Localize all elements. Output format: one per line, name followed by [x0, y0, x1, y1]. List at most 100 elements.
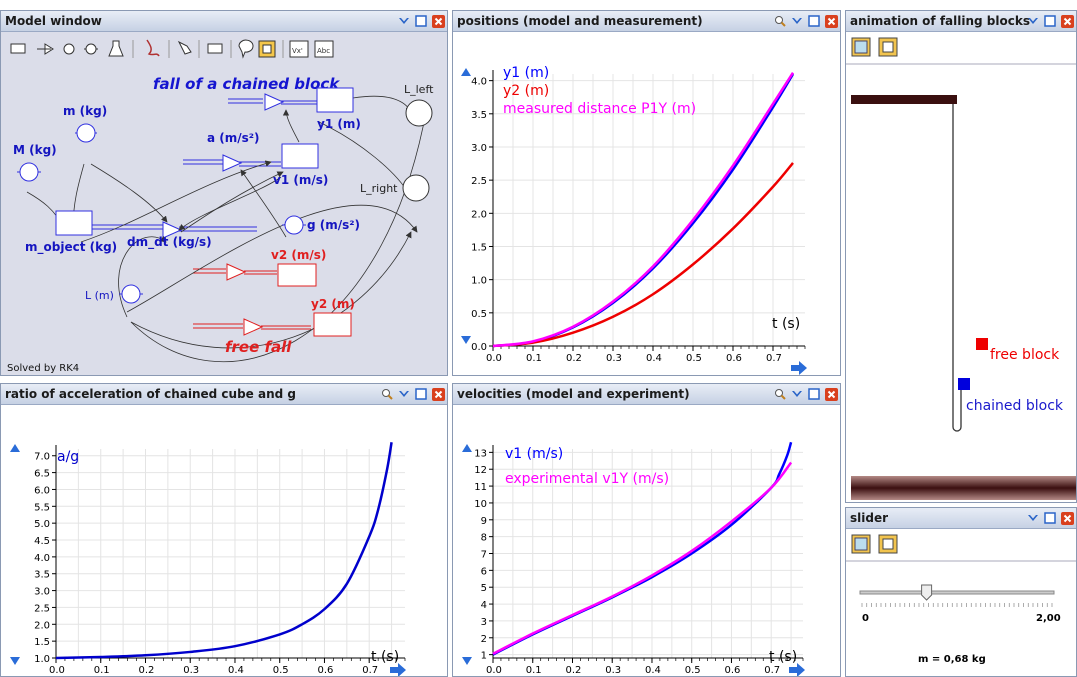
- pointer-tool-icon[interactable]: [177, 40, 192, 55]
- close-icon[interactable]: [824, 387, 838, 401]
- slider-thumb[interactable]: [921, 584, 933, 601]
- y1-stock[interactable]: [316, 87, 354, 113]
- ratio-chart[interactable]: 0.0 0.1 0.2 0.3 0.4 0.5 0.6 0.7 1.0 1.5 2.0 2.5 3.0 3…: [1, 405, 447, 677]
- scroll-right-icon[interactable]: [791, 361, 807, 375]
- y-tick-label: 2: [481, 634, 487, 645]
- textbox-tool-icon[interactable]: [207, 43, 223, 54]
- y2-valve[interactable]: [243, 318, 264, 336]
- y-tick-label: 6: [481, 566, 487, 577]
- y-tick-label: 9: [481, 516, 487, 527]
- slider-window: slider 0 2,00 m = 0,68 kg: [845, 507, 1077, 677]
- y-tick-label: 7: [481, 550, 487, 561]
- x-tick-label: 0.3: [606, 353, 622, 364]
- y-tick-label: 11: [474, 482, 487, 493]
- flask-tool-icon[interactable]: [108, 40, 124, 57]
- collapse-icon[interactable]: [397, 14, 411, 28]
- l-left-label: L_left: [404, 83, 434, 96]
- dm-dt-valve[interactable]: [162, 221, 183, 239]
- L-parameter[interactable]: [121, 284, 141, 304]
- scroll-up-icon[interactable]: [462, 444, 472, 452]
- x-tick-label: 0.5: [273, 665, 289, 676]
- scroll-down-icon[interactable]: [10, 657, 20, 665]
- close-icon[interactable]: [431, 387, 445, 401]
- g-parameter[interactable]: [284, 215, 304, 235]
- scroll-up-icon[interactable]: [10, 444, 20, 452]
- m-parameter[interactable]: [76, 123, 96, 143]
- x-tick-label: 0.7: [766, 353, 782, 364]
- connector-tool-icon[interactable]: [146, 39, 160, 57]
- M-parameter[interactable]: [19, 162, 39, 182]
- y-tick-label: 3.0: [471, 143, 487, 154]
- maximize-icon[interactable]: [807, 387, 821, 401]
- scroll-up-icon[interactable]: [461, 68, 471, 76]
- y-tick-label: 7.0: [34, 452, 50, 463]
- collapse-icon[interactable]: [397, 387, 411, 401]
- maximize-icon[interactable]: [414, 14, 428, 28]
- flow-tool-icon[interactable]: [37, 43, 54, 55]
- y1-valve[interactable]: [264, 93, 285, 111]
- x-tick-label: 0.6: [317, 665, 333, 676]
- maximize-icon[interactable]: [807, 14, 821, 28]
- velocities-window-titlebar[interactable]: velocities (model and experiment): [453, 384, 840, 405]
- collapse-icon[interactable]: [1026, 511, 1040, 525]
- l-left-node[interactable]: [405, 99, 433, 127]
- close-icon[interactable]: [824, 14, 838, 28]
- zoom-icon[interactable]: [380, 387, 394, 401]
- y-tick-label: 5: [481, 583, 487, 594]
- y2-stock[interactable]: [313, 312, 352, 337]
- text-tool-icon[interactable]: [314, 40, 334, 58]
- legend-v1: v1 (m/s): [505, 446, 563, 462]
- a-valve[interactable]: [222, 154, 243, 172]
- ratio-window-titlebar[interactable]: ratio of acceleration of chained cube an…: [1, 384, 447, 405]
- animation-window: animation of falling blocks free block c…: [845, 10, 1077, 503]
- close-icon[interactable]: [1060, 511, 1074, 525]
- zoom-icon[interactable]: [773, 14, 787, 28]
- scroll-down-icon[interactable]: [461, 336, 471, 344]
- collapse-icon[interactable]: [790, 14, 804, 28]
- formula-tool-icon[interactable]: [289, 40, 309, 58]
- v2-valve[interactable]: [226, 263, 247, 281]
- collapse-icon[interactable]: [790, 387, 804, 401]
- maximize-icon[interactable]: [1043, 14, 1057, 28]
- close-icon[interactable]: [431, 14, 445, 28]
- m-object-label: m_object (kg): [25, 240, 117, 255]
- maximize-icon[interactable]: [414, 387, 428, 401]
- stock-tool-icon[interactable]: [10, 43, 26, 54]
- velocities-window: velocities (model and experiment) 0.0 0.1…: [452, 383, 841, 677]
- positions-window-titlebar[interactable]: positions (model and measurement): [453, 11, 840, 32]
- zoom-icon[interactable]: [773, 387, 787, 401]
- m-object-stock[interactable]: [55, 210, 93, 236]
- positions-chart[interactable]: 0.0 0.1 0.2 0.3 0.4 0.5 0.6 0.7 0.0 0.5 1.0 1.5 2.0 2…: [453, 32, 840, 376]
- comment-tool-icon[interactable]: [238, 39, 254, 59]
- scroll-right-icon[interactable]: [789, 663, 805, 677]
- x-tick-label: 0.1: [526, 665, 542, 676]
- y-tick-label: 4.5: [34, 536, 50, 547]
- x-tick-label: 0.6: [726, 353, 742, 364]
- parameter-tool-icon[interactable]: [85, 43, 97, 55]
- velocities-chart[interactable]: 0.0 0.1 0.2 0.3 0.4 0.5 0.6 0.71234567891011121…: [453, 405, 840, 677]
- auxiliary-tool-icon[interactable]: [63, 43, 75, 55]
- y-tick-label: 2.0: [471, 209, 487, 220]
- free-fall-label: free fall: [225, 338, 292, 356]
- model-window-titlebar[interactable]: Model window: [1, 11, 447, 32]
- slider-track[interactable]: [859, 590, 1055, 595]
- v1-stock[interactable]: [281, 143, 319, 169]
- collapse-icon[interactable]: [1026, 14, 1040, 28]
- y-tick-label: 0.5: [471, 309, 487, 320]
- animation-window-titlebar[interactable]: animation of falling blocks: [846, 11, 1076, 32]
- y-tick-label: 8: [481, 533, 487, 544]
- v2-stock[interactable]: [277, 263, 317, 287]
- y-tick-label: 0.0: [471, 342, 487, 353]
- m-label: m (kg): [63, 104, 107, 118]
- floor: [851, 476, 1076, 500]
- close-icon[interactable]: [1060, 14, 1074, 28]
- slider-window-titlebar[interactable]: slider: [846, 508, 1076, 529]
- scroll-right-icon[interactable]: [390, 663, 406, 677]
- l-right-node[interactable]: [402, 174, 430, 202]
- x-tick-label: 0.4: [645, 665, 661, 676]
- x-tick-label: 0.1: [526, 353, 542, 364]
- maximize-icon[interactable]: [1043, 511, 1057, 525]
- diagram-title: fall of a chained block: [153, 75, 340, 93]
- scroll-down-icon[interactable]: [462, 657, 472, 665]
- svg-text:Abc: Abc: [317, 47, 330, 55]
